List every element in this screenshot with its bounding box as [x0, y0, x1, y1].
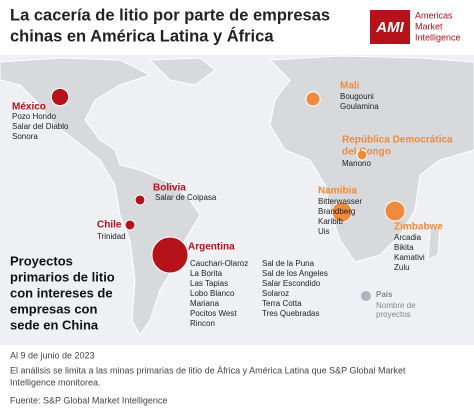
- project-name: Pozo Hondo: [12, 112, 57, 121]
- project-name: Salar del Diablo: [12, 122, 69, 131]
- country-name: Zimbabwe: [394, 222, 443, 233]
- project-name: Sal de la Puna: [262, 259, 315, 268]
- legend-count: Nombre de: [376, 301, 416, 310]
- project-name: Solaroz: [262, 289, 289, 298]
- country-bubble: [134, 194, 146, 206]
- project-name: Arcadia: [394, 233, 422, 242]
- project-name: Rincon: [190, 319, 215, 328]
- legend-count: proyectos: [376, 310, 411, 319]
- logo-name: Market: [415, 21, 443, 31]
- project-name: Terra Cotta: [262, 299, 302, 308]
- project-name: Bikita: [394, 243, 414, 252]
- source: Fuente: S&P Global Market Intelligence: [10, 395, 167, 405]
- country-name: República Democrática: [342, 135, 453, 146]
- country-name: Chile: [97, 220, 122, 231]
- title: chinas en América Latina y África: [10, 26, 274, 45]
- project-name: Bitterwasser: [318, 197, 362, 206]
- legend-country: País: [376, 290, 393, 299]
- logo-name: Intelligence: [415, 32, 461, 42]
- project-name: La Borita: [190, 269, 223, 278]
- project-name: Lobo Blanco: [190, 289, 235, 298]
- country-bubble: [384, 200, 406, 222]
- logo-box: [370, 10, 410, 44]
- project-name: Salar Escondido: [262, 279, 321, 288]
- heading-line: Proyectos: [10, 253, 73, 268]
- project-name: Trinidad: [97, 232, 126, 241]
- country-name: Bolivia: [153, 183, 186, 194]
- project-name: Goulamina: [340, 102, 379, 111]
- country-name: del Congo: [342, 147, 391, 158]
- project-name: Zulu: [394, 263, 410, 272]
- note: El análisis se limita a las minas primar…: [10, 365, 406, 375]
- project-name: Karibib: [318, 217, 343, 226]
- country-bubble: [305, 91, 321, 107]
- project-name: Tres Quebradas: [262, 309, 320, 318]
- country-bubble: [331, 201, 353, 223]
- country-name: México: [12, 102, 46, 113]
- project-name: Kamativi: [394, 253, 425, 262]
- date: Al 9 de junio de 2023: [10, 350, 95, 360]
- project-name: Manono: [342, 159, 371, 168]
- project-name: Sonora: [12, 132, 38, 141]
- heading-line: empresas con: [10, 301, 97, 316]
- country-name: Namibia: [318, 186, 357, 197]
- project-name: Brandberg: [318, 207, 355, 216]
- project-name: Pocitos West: [190, 309, 237, 318]
- country-bubble: [50, 87, 70, 107]
- country-bubble: [356, 149, 368, 161]
- country-bubble: [151, 236, 189, 274]
- logo-mark: AMI: [375, 19, 404, 36]
- title: La cacería de litio por parte de empresa…: [10, 6, 330, 24]
- project-name: Cauchari-Olaroz: [190, 259, 248, 268]
- country-name: Argentina: [188, 242, 235, 253]
- land: [0, 55, 474, 336]
- heading-line: con intereses de: [10, 285, 113, 300]
- logo-name: Americas: [415, 10, 453, 20]
- project-name: Las Tapias: [190, 279, 228, 288]
- heading-line: sede en China: [10, 317, 99, 332]
- note: Intelligence monitorea.: [10, 377, 101, 387]
- legend-swatch: [361, 291, 371, 301]
- project-name: Sal de los Angeles: [262, 269, 328, 278]
- heading-line: primarios de litio: [10, 269, 115, 284]
- project-name: Salar de Coipasa: [155, 193, 217, 202]
- project-name: Uis: [318, 227, 330, 236]
- country-name: Mali: [340, 81, 360, 92]
- project-name: Mariana: [190, 299, 219, 308]
- project-name: Bougouni: [340, 92, 374, 101]
- country-bubble: [124, 219, 136, 231]
